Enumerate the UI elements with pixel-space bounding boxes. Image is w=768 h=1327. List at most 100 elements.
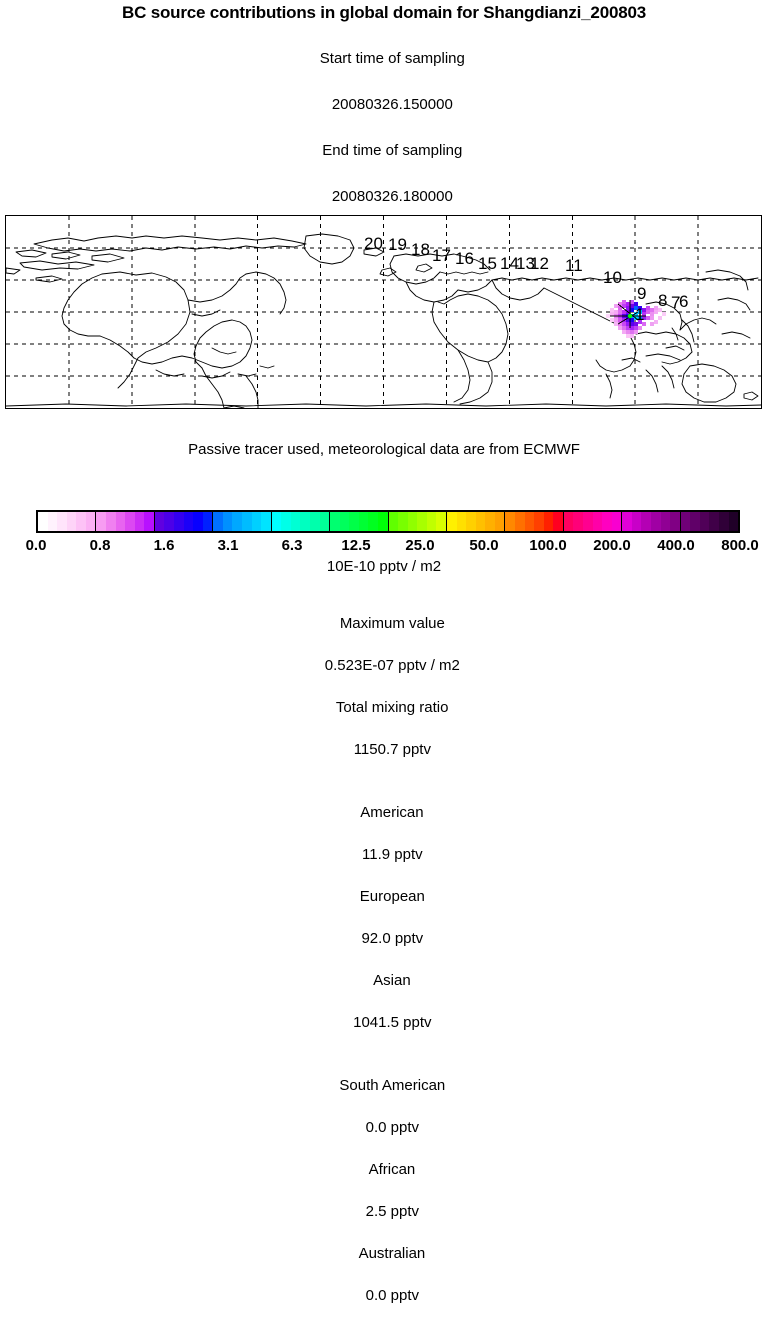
region-name: African xyxy=(368,1161,416,1178)
colorbar-band xyxy=(446,512,457,531)
region-name: Australian xyxy=(358,1245,426,1262)
trajectory-label: 6 xyxy=(679,292,689,311)
colorbar-band xyxy=(505,512,515,531)
colorbar-band xyxy=(592,512,603,531)
colorbar-segment xyxy=(271,512,331,531)
max-value: 0.523E-07 pptv / m2 xyxy=(324,657,460,674)
colorbar-segment xyxy=(680,512,739,531)
region-name: European xyxy=(359,888,425,905)
colorbar-tick: 800.0 xyxy=(721,537,759,554)
colorbar-band xyxy=(183,512,194,531)
colorbar-band xyxy=(330,512,340,531)
colorbar-band xyxy=(680,512,691,531)
trajectory-label: 20 xyxy=(364,234,383,253)
colorbar-band xyxy=(66,512,77,531)
colorbar-tick: 400.0 xyxy=(657,537,695,554)
page-title: BC source contributions in global domain… xyxy=(122,3,646,22)
colorbar-band xyxy=(57,512,67,531)
trajectory-label: 1 xyxy=(635,305,645,324)
colorbar-band xyxy=(622,512,632,531)
colorbar-band xyxy=(417,512,427,531)
colorbar-band xyxy=(709,512,719,531)
concentration-plume xyxy=(606,300,666,338)
trajectory-label: 12 xyxy=(530,254,549,273)
trajectory-label: 18 xyxy=(411,240,430,259)
colorbar-band xyxy=(436,512,446,531)
colorbar-segment xyxy=(96,512,155,531)
colorbar-band xyxy=(641,512,651,531)
colorbar-band xyxy=(718,512,729,531)
trajectory-label: 7 xyxy=(671,293,681,312)
colorbar-band xyxy=(261,512,271,531)
trajectory-label: 19 xyxy=(388,235,407,254)
colorbar-tick: 0.0 xyxy=(25,537,47,554)
stats-summary-row: Maximum value 0.523E-07 pptv / m2 Total … xyxy=(0,592,768,781)
colorbar-tick-labels: 0.0 0.8 1.6 3.1 6.3 12.5 25.0 50.0 100.0 200.0 400… xyxy=(0,537,768,555)
colorbar-band xyxy=(193,512,203,531)
colorbar-band xyxy=(115,512,126,531)
colorbar-band xyxy=(232,512,242,531)
colorbar-band xyxy=(339,512,350,531)
colorbar-band xyxy=(543,512,554,531)
colorbar-tick: 100.0 xyxy=(529,537,567,554)
colorbar-band xyxy=(310,512,320,531)
colorbar-band xyxy=(358,512,369,531)
colorbar-band xyxy=(466,512,476,531)
trajectory-label: 14 xyxy=(500,254,519,273)
colorbar-band xyxy=(125,512,135,531)
colorbar-band xyxy=(281,512,291,531)
colorbar-tick: 12.5 xyxy=(341,537,371,554)
colorbar-band xyxy=(106,512,116,531)
colorbar-band xyxy=(690,512,700,531)
colorbar-band xyxy=(251,512,262,531)
colorbar-band xyxy=(319,512,330,531)
colorbar-band xyxy=(553,512,563,531)
colorbar-band xyxy=(378,512,388,531)
colorbar[interactable] xyxy=(36,510,740,533)
colorbar-tick: 0.8 xyxy=(89,537,111,554)
colorbar-band xyxy=(290,512,301,531)
total-mixing-ratio-value: 1150.7 pptv xyxy=(353,741,431,758)
region-value: 11.9 pptv xyxy=(362,846,423,863)
trajectory-label: 10 xyxy=(603,268,622,287)
colorbar-tick: 1.6 xyxy=(153,537,175,554)
colorbar-segment xyxy=(38,512,97,531)
colorbar-tick: 25.0 xyxy=(405,537,435,554)
colorbar-band xyxy=(514,512,525,531)
colorbar-segment xyxy=(388,512,447,531)
colorbar-segment xyxy=(154,512,214,531)
colorbar-band xyxy=(202,512,213,531)
colorbar-segment xyxy=(563,512,623,531)
map-panel[interactable]: 20 19 18 17 16 15 14 13 12 11 10 9 8 7 6… xyxy=(5,215,762,409)
colorbar-band xyxy=(154,512,165,531)
start-time-label: Start time of sampling xyxy=(319,50,465,67)
start-time-value: 20080326.150000 xyxy=(331,96,453,113)
colorbar-band xyxy=(242,512,252,531)
colorbar-band xyxy=(485,512,495,531)
colorbar-band xyxy=(524,512,535,531)
trajectory-label: 9 xyxy=(637,284,647,303)
colorbar-band xyxy=(475,512,486,531)
trajectory-label: 13 xyxy=(516,254,535,273)
colorbar-band xyxy=(426,512,437,531)
tracer-note: Passive tracer used, meteorological data… xyxy=(188,441,580,458)
trajectory-label: 8 xyxy=(658,291,668,310)
colorbar-band xyxy=(38,512,48,531)
stats-region-row: American 11.9 pptv European 92.0 pptv As… xyxy=(0,781,768,1054)
colorbar-band xyxy=(76,512,86,531)
colorbar-band xyxy=(144,512,154,531)
region-value: 2.5 pptv xyxy=(365,1203,420,1220)
colorbar-band xyxy=(494,512,505,531)
colorbar-tick: 6.3 xyxy=(281,537,303,554)
map-gridlines xyxy=(6,216,761,408)
statistics-block: Maximum value 0.523E-07 pptv / m2 Total … xyxy=(0,592,768,1327)
colorbar-band xyxy=(134,512,145,531)
colorbar-band xyxy=(300,512,310,531)
total-mixing-ratio-label: Total mixing ratio xyxy=(335,699,449,716)
colorbar-band xyxy=(388,512,399,531)
map-canvas xyxy=(6,216,761,408)
trajectory-label: 11 xyxy=(565,256,583,275)
colorbar-band xyxy=(368,512,378,531)
colorbar-band xyxy=(699,512,710,531)
colorbar-band xyxy=(582,512,593,531)
